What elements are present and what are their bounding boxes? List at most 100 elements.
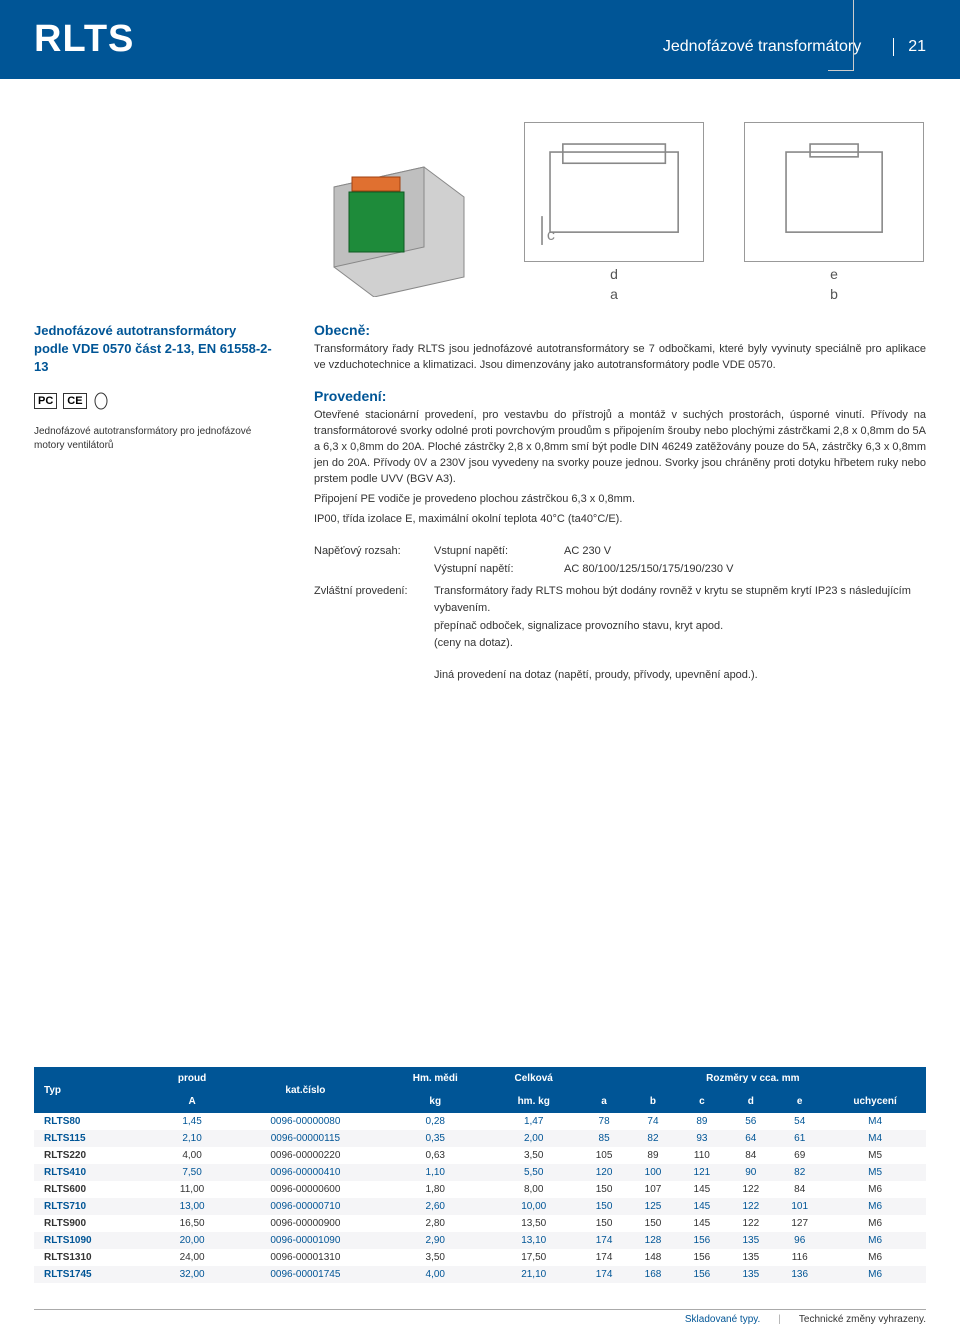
cert-badge-ce: CE <box>63 393 86 409</box>
cell-hm: 2,00 <box>488 1130 580 1147</box>
table-row: RLTS60011,000096-000006001,808,001501071… <box>34 1181 926 1198</box>
cell-c: 156 <box>677 1249 726 1266</box>
th-a: a <box>580 1090 629 1113</box>
output-voltage-value: AC 80/100/125/150/175/190/230 V <box>564 561 733 579</box>
sidebar-title: Jednofázové autotransformátory podle VDE… <box>34 322 284 377</box>
page-subtitle: Jednofázové transformátory <box>663 38 861 56</box>
cell-e: 101 <box>775 1198 824 1215</box>
cell-u: M6 <box>824 1181 926 1198</box>
special-text3: (ceny na dotaz). <box>434 637 513 649</box>
footer-separator: | <box>778 1314 781 1325</box>
cell-a: 174 <box>580 1232 629 1249</box>
input-voltage-label: Vstupní napětí: <box>434 543 564 561</box>
specifications-table-wrap: Typ proud kat.číslo Hm. mědi Celková Roz… <box>34 1067 926 1283</box>
cell-c: 145 <box>677 1181 726 1198</box>
table-row: RLTS109020,000096-000010902,9013,1017412… <box>34 1232 926 1249</box>
cell-proud: 7,50 <box>156 1164 228 1181</box>
cell-medi: 2,80 <box>383 1215 488 1232</box>
cell-proud: 16,50 <box>156 1215 228 1232</box>
th-proud: proud <box>156 1067 228 1090</box>
cell-hm: 17,50 <box>488 1249 580 1266</box>
cell-hm: 10,00 <box>488 1198 580 1215</box>
page-footer: Skladované typy. | Technické změny vyhra… <box>34 1309 926 1325</box>
cell-proud: 13,00 <box>156 1198 228 1215</box>
th-rozmery: Rozměry v cca. mm <box>580 1067 926 1090</box>
pe-text: Připojení PE vodiče je provedeno plochou… <box>314 492 926 508</box>
cell-b: 74 <box>629 1113 678 1130</box>
table-row: RLTS4107,500096-000004101,105,5012010012… <box>34 1164 926 1181</box>
cell-u: M6 <box>824 1215 926 1232</box>
cell-kat: 0096-00000080 <box>228 1113 383 1130</box>
cell-u: M6 <box>824 1266 926 1283</box>
cell-u: M5 <box>824 1164 926 1181</box>
design-heading: Provedení: <box>314 388 926 404</box>
cell-b: 107 <box>629 1181 678 1198</box>
cell-u: M6 <box>824 1198 926 1215</box>
cell-u: M4 <box>824 1113 926 1130</box>
cell-typ: RLTS600 <box>34 1181 156 1198</box>
cell-u: M6 <box>824 1249 926 1266</box>
sidebar: Jednofázové autotransformátory podle VDE… <box>34 102 284 684</box>
th-kat: kat.číslo <box>228 1067 383 1113</box>
cell-d: 90 <box>726 1164 775 1181</box>
dim-label-a: a <box>610 286 618 302</box>
cell-e: 96 <box>775 1232 824 1249</box>
th-medi: Hm. mědi <box>383 1067 488 1090</box>
cell-medi: 2,60 <box>383 1198 488 1215</box>
cell-c: 156 <box>677 1266 726 1283</box>
cell-hm: 8,00 <box>488 1181 580 1198</box>
table-row: RLTS1152,100096-000001150,352,0085829364… <box>34 1130 926 1147</box>
cell-e: 127 <box>775 1215 824 1232</box>
table-row: RLTS174532,000096-000017454,0021,1017416… <box>34 1266 926 1283</box>
cell-a: 85 <box>580 1130 629 1147</box>
cell-b: 100 <box>629 1164 678 1181</box>
cell-e: 116 <box>775 1249 824 1266</box>
cell-hm: 13,50 <box>488 1215 580 1232</box>
cell-proud: 2,10 <box>156 1130 228 1147</box>
th-proud-unit: A <box>156 1090 228 1113</box>
cell-c: 145 <box>677 1198 726 1215</box>
cell-hm: 3,50 <box>488 1147 580 1164</box>
diagram-top-view: c d a <box>524 122 704 302</box>
diagram-side-view: e b <box>744 122 924 302</box>
cell-e: 54 <box>775 1113 824 1130</box>
cell-kat: 0096-00001310 <box>228 1249 383 1266</box>
table-body: RLTS801,450096-000000800,281,47787489565… <box>34 1113 926 1283</box>
th-d: d <box>726 1090 775 1113</box>
cell-d: 122 <box>726 1215 775 1232</box>
input-voltage-value: AC 230 V <box>564 543 611 561</box>
cell-a: 120 <box>580 1164 629 1181</box>
cell-e: 84 <box>775 1181 824 1198</box>
cell-b: 82 <box>629 1130 678 1147</box>
cell-kat: 0096-00001090 <box>228 1232 383 1249</box>
th-typ: Typ <box>34 1067 156 1113</box>
cell-a: 174 <box>580 1266 629 1283</box>
page-number: 21 <box>893 38 926 56</box>
th-uchyceni: uchycení <box>824 1090 926 1113</box>
cell-b: 168 <box>629 1266 678 1283</box>
table-row: RLTS131024,000096-000013103,5017,5017414… <box>34 1249 926 1266</box>
svg-text:c: c <box>547 227 555 244</box>
cell-typ: RLTS80 <box>34 1113 156 1130</box>
cell-kat: 0096-00000115 <box>228 1130 383 1147</box>
cell-typ: RLTS1310 <box>34 1249 156 1266</box>
th-c: c <box>677 1090 726 1113</box>
design-text: Otevřené stacionární provedení, pro vest… <box>314 408 926 488</box>
cell-c: 121 <box>677 1164 726 1181</box>
cell-proud: 20,00 <box>156 1232 228 1249</box>
cell-a: 150 <box>580 1181 629 1198</box>
th-e: e <box>775 1090 824 1113</box>
cell-medi: 1,80 <box>383 1181 488 1198</box>
cell-medi: 2,90 <box>383 1232 488 1249</box>
voltage-specs: Napěťový rozsah: Vstupní napětí: AC 230 … <box>314 543 926 653</box>
technical-diagrams: c d a e b <box>314 102 926 302</box>
cell-hm: 13,10 <box>488 1232 580 1249</box>
cell-d: 64 <box>726 1130 775 1147</box>
cell-c: 89 <box>677 1113 726 1130</box>
cell-a: 78 <box>580 1113 629 1130</box>
cell-d: 135 <box>726 1266 775 1283</box>
special-label: Zvláštní provedení: <box>314 583 434 653</box>
cell-a: 150 <box>580 1198 629 1215</box>
cell-typ: RLTS1745 <box>34 1266 156 1283</box>
cell-proud: 1,45 <box>156 1113 228 1130</box>
